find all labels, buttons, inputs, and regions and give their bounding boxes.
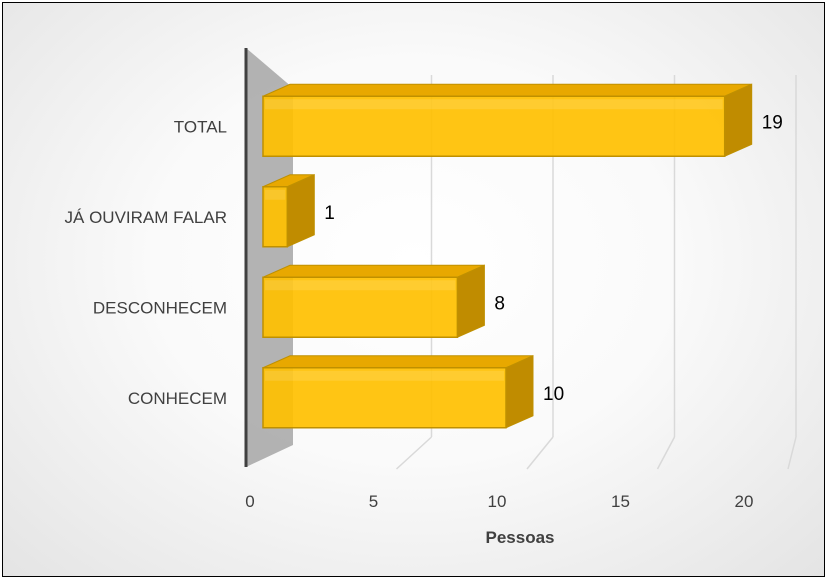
bar-side bbox=[456, 264, 485, 339]
bar-highlight bbox=[265, 99, 723, 110]
data-label: 8 bbox=[494, 293, 505, 314]
gridline-floor bbox=[787, 436, 797, 470]
bar-front bbox=[262, 95, 726, 157]
bar-0 bbox=[262, 83, 753, 158]
bar-3 bbox=[262, 354, 534, 429]
x-tick-label: 5 bbox=[369, 492, 378, 511]
gridline-floor bbox=[656, 436, 676, 470]
gridline-floor bbox=[395, 436, 433, 470]
bar-chart: TOTAL 19 JÁ OUVIRAM FALAR 1 DESCONHECEM 8 CONH… bbox=[65, 48, 797, 547]
category-label: CONHECEM bbox=[128, 389, 227, 408]
bar-top bbox=[262, 264, 485, 278]
x-tick-label: 10 bbox=[488, 492, 507, 511]
labels: TOTAL 19 JÁ OUVIRAM FALAR 1 DESCONHECEM 8 CONH… bbox=[65, 112, 783, 511]
bar-top bbox=[262, 83, 752, 97]
gridline-floor bbox=[526, 436, 554, 470]
data-label: 19 bbox=[762, 112, 783, 133]
data-label: 10 bbox=[543, 384, 564, 405]
bar-1 bbox=[262, 173, 315, 248]
bar-front bbox=[262, 276, 459, 338]
x-tick-label: 0 bbox=[245, 492, 254, 511]
bars bbox=[262, 83, 753, 429]
x-axis-title: Pessoas bbox=[486, 528, 555, 547]
bar-side bbox=[286, 173, 315, 248]
bar-front bbox=[262, 367, 507, 429]
x-tick-label: 20 bbox=[735, 492, 754, 511]
bar-2 bbox=[262, 264, 485, 339]
bar-highlight bbox=[265, 370, 504, 381]
bar-side bbox=[724, 83, 753, 158]
category-label: DESCONHECEM bbox=[93, 298, 227, 317]
bar-side bbox=[505, 354, 534, 429]
bar-front bbox=[262, 186, 289, 248]
bar-highlight bbox=[265, 189, 286, 200]
bar-highlight bbox=[265, 280, 456, 291]
data-label: 1 bbox=[324, 203, 335, 224]
x-tick-label: 15 bbox=[611, 492, 630, 511]
bar-top bbox=[262, 355, 534, 369]
category-label: JÁ OUVIRAM FALAR bbox=[65, 208, 227, 227]
category-label: TOTAL bbox=[174, 117, 227, 136]
